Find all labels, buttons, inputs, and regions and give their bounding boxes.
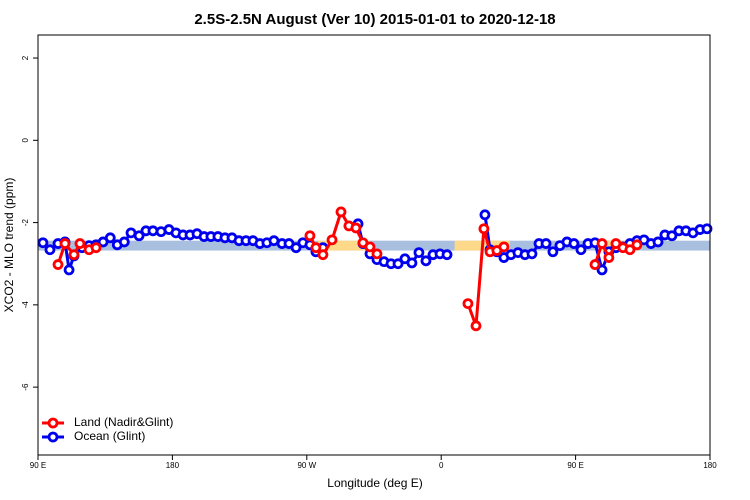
series-point: [118, 236, 130, 248]
x-axis-label: Longitude (deg E): [327, 476, 422, 490]
series-point: [624, 244, 636, 256]
x-tick-label: 90 W: [297, 461, 316, 470]
series-point: [317, 249, 329, 261]
series-point: [74, 238, 86, 249]
series-point: [104, 232, 116, 244]
series-point: [547, 246, 559, 258]
series-point: [52, 259, 64, 270]
series-point: [310, 242, 322, 254]
series-point: [701, 223, 713, 235]
y-axis-label: XCO2 - MLO trend (ppm): [2, 178, 16, 313]
series-point: [37, 237, 49, 249]
series-point: [596, 238, 608, 249]
y-tick-label: 0: [21, 138, 30, 143]
series-point: [335, 206, 347, 218]
series-point: [470, 320, 482, 332]
series-point: [44, 244, 56, 256]
series-point: [526, 248, 538, 260]
series-point: [68, 249, 80, 261]
series-point: [392, 258, 404, 270]
series-point: [462, 298, 474, 310]
y-tick-label: -2: [21, 218, 30, 226]
legend-marker: [47, 417, 59, 429]
x-tick-label: 90 E: [567, 461, 583, 470]
series-point: [133, 230, 145, 242]
series-point: [540, 238, 552, 249]
y-tick-label: -4: [21, 301, 30, 309]
series-point: [326, 234, 338, 246]
series-point: [575, 244, 587, 256]
x-tick-label: 0: [439, 461, 444, 470]
x-tick-label: 180: [703, 461, 717, 470]
y-tick-label: -6: [21, 383, 30, 391]
series-point: [441, 249, 453, 261]
y-tick-label: 2: [21, 55, 30, 60]
series-point: [290, 242, 302, 254]
series-point: [420, 255, 432, 267]
series-point: [59, 238, 71, 249]
x-tick-label: 180: [166, 461, 180, 470]
series-point: [666, 230, 678, 242]
series-point: [479, 209, 491, 221]
chart-title: 2.5S-2.5N August (Ver 10) 2015-01-01 to …: [194, 11, 555, 28]
series-point: [589, 259, 601, 270]
series-point: [63, 264, 75, 276]
series-point: [652, 236, 664, 248]
series-point: [596, 264, 608, 276]
legend-label: Land (Nadir&Glint): [74, 415, 173, 429]
land-band: [318, 240, 370, 251]
series-point: [631, 239, 643, 251]
legend-marker: [47, 431, 59, 443]
legend-label: Ocean (Glint): [74, 429, 145, 443]
series-point: [364, 241, 376, 253]
series-point: [603, 252, 615, 263]
x-tick-label: 90 E: [30, 461, 46, 470]
series-point: [478, 223, 490, 235]
series-point: [568, 238, 580, 249]
series-point: [406, 257, 418, 269]
series-point: [90, 242, 102, 254]
series-point: [498, 241, 510, 253]
series-point: [371, 248, 383, 260]
series-point: [304, 230, 316, 242]
series-point: [413, 247, 425, 259]
series-line: [56, 210, 638, 328]
series-point: [350, 222, 362, 234]
plot-frame: [37, 34, 711, 456]
